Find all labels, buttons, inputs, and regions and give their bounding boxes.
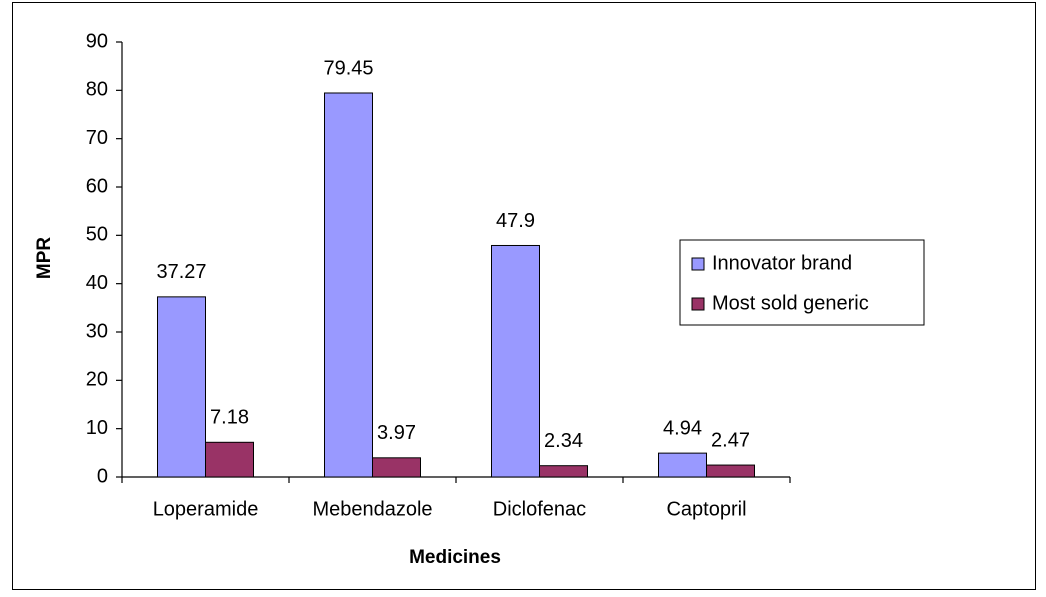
- data-label: 7.18: [210, 407, 249, 429]
- bar: [539, 465, 588, 478]
- x-tick-label: Loperamide: [153, 498, 259, 520]
- bar: [372, 457, 421, 478]
- y-axis-label: MPR: [34, 237, 55, 280]
- bar: [157, 296, 206, 478]
- legend-box: [679, 239, 925, 326]
- legend-swatch: [691, 257, 705, 271]
- y-tick-label: 30: [86, 320, 108, 342]
- y-tick-label: 90: [86, 30, 108, 52]
- y-tick-label: 80: [86, 79, 108, 101]
- y-tick-label: 0: [97, 465, 108, 487]
- data-label: 79.45: [323, 57, 373, 79]
- x-tick-label: Captopril: [666, 498, 746, 520]
- y-tick-label: 60: [86, 175, 108, 197]
- data-label: 4.94: [663, 417, 702, 439]
- data-label: 2.47: [711, 429, 750, 451]
- legend-swatch: [691, 297, 705, 311]
- bar: [706, 464, 755, 478]
- legend-label: Most sold generic: [712, 292, 869, 314]
- y-tick-label: 10: [86, 417, 108, 439]
- y-tick-label: 20: [86, 369, 108, 391]
- x-tick-label: Diclofenac: [493, 498, 586, 520]
- bar: [205, 441, 254, 478]
- y-tick-label: 70: [86, 127, 108, 149]
- x-axis-label: Medicines: [409, 547, 501, 568]
- x-tick-label: Mebendazole: [312, 498, 432, 520]
- y-tick-label: 50: [86, 224, 108, 246]
- legend-label: Innovator brand: [712, 252, 852, 274]
- data-label: 37.27: [156, 261, 206, 283]
- data-label: 47.9: [496, 210, 535, 232]
- bar: [658, 452, 707, 478]
- y-tick-label: 40: [86, 272, 108, 294]
- data-label: 3.97: [377, 422, 416, 444]
- bar: [324, 92, 373, 478]
- bar: [491, 244, 540, 478]
- data-label: 2.34: [544, 430, 583, 452]
